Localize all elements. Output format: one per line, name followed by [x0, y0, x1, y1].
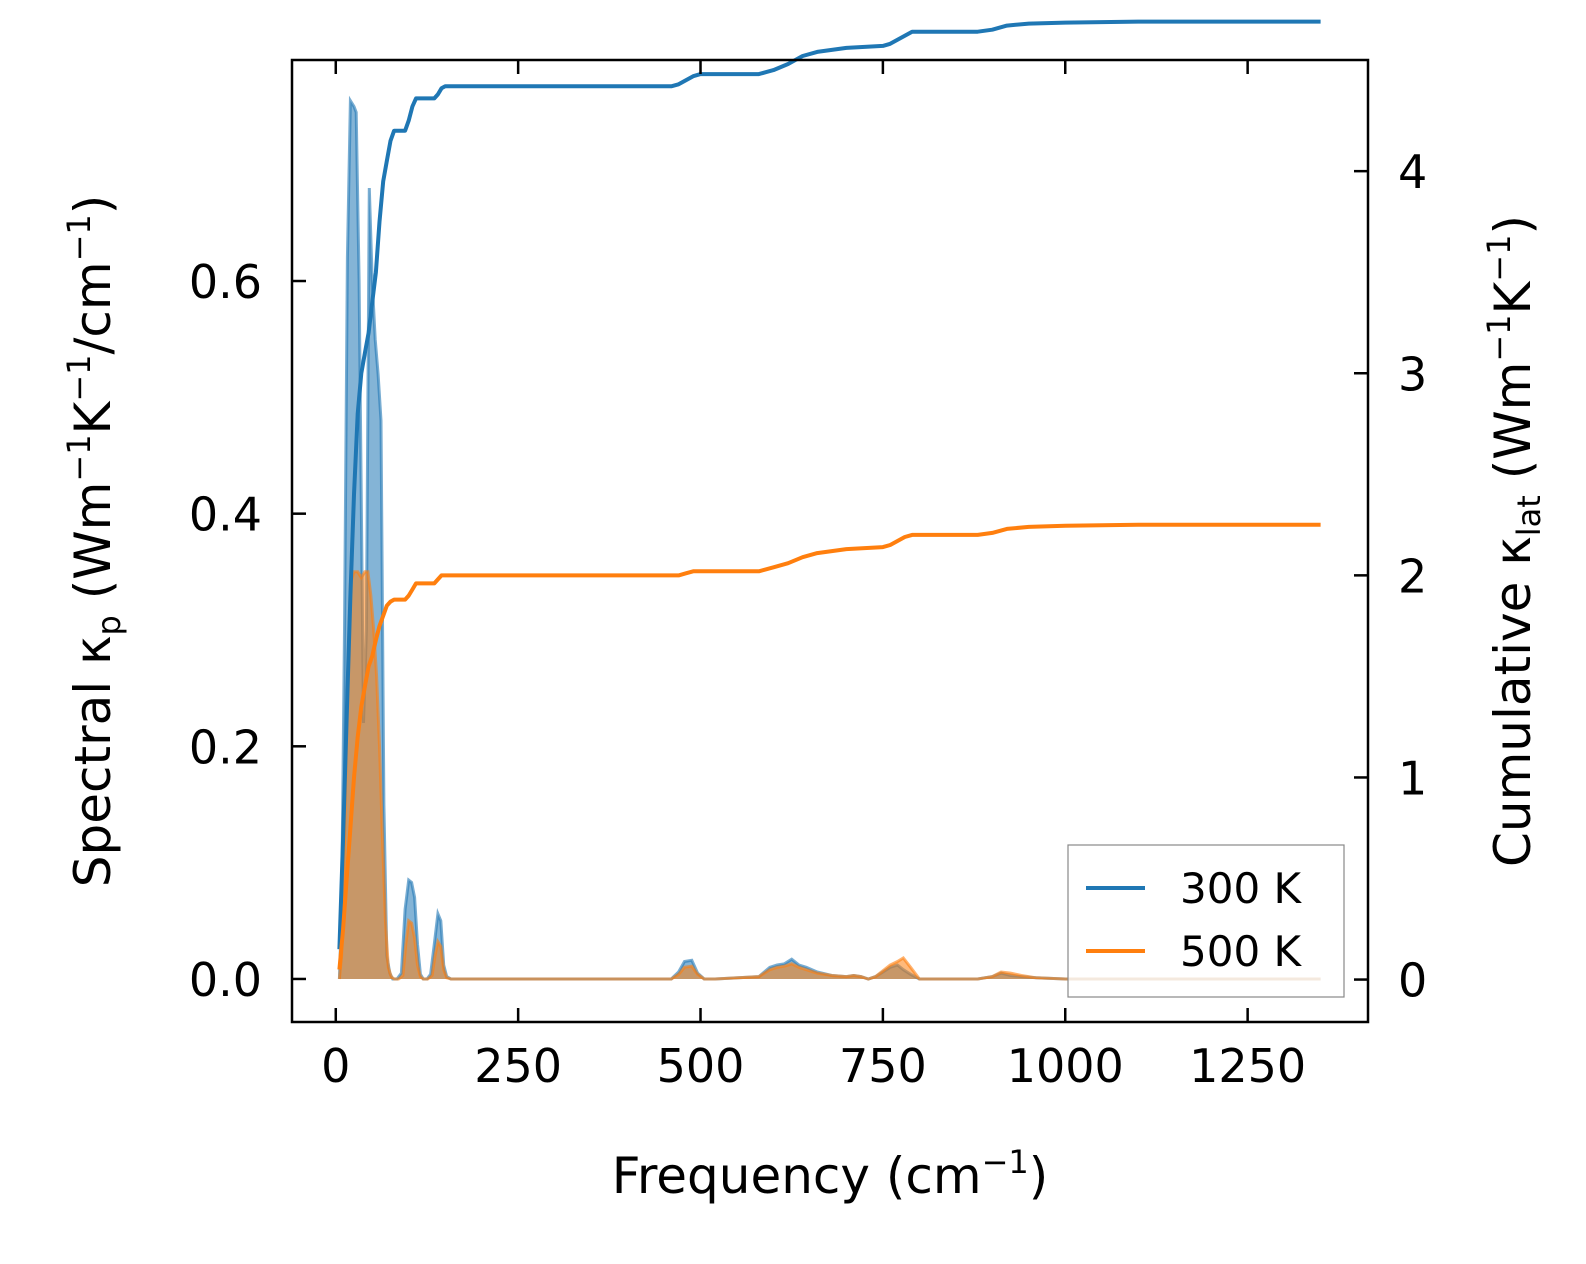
y-axis-left-label: Spectral κp (Wm−1K−1/cm−1) [60, 195, 128, 888]
y-left-tick-label: 0.0 [189, 953, 262, 1007]
y-left-tick-label: 0.2 [189, 720, 262, 774]
y-left-tick-label: 0.6 [189, 255, 262, 309]
plot-area [337, 19, 1321, 981]
y-right-tick-label: 0 [1398, 954, 1427, 1008]
x-tick-label: 1000 [1007, 1039, 1124, 1093]
legend-label-300k: 300 K [1180, 864, 1303, 913]
legend-box [1067, 844, 1345, 998]
y-right-tick-label: 4 [1398, 145, 1427, 199]
x-axis-label: Frequency (cm−1) [612, 1143, 1049, 1205]
x-axis-ticks: 0 250 500 750 1000 1250 [321, 60, 1306, 1093]
spectral-line-500k [337, 570, 1321, 981]
y-axis-right-ticks: 0 1 2 3 4 [1354, 145, 1427, 1008]
x-tick-label: 0 [321, 1039, 350, 1093]
x-tick-label: 250 [474, 1039, 562, 1093]
legend-label-500k: 500 K [1180, 927, 1303, 976]
y-right-tick-label: 3 [1398, 347, 1427, 401]
y-axis-right-label: Cumulative κlat (Wm−1K−1) [1480, 215, 1548, 867]
x-tick-label: 500 [657, 1039, 745, 1093]
y-left-tick-label: 0.4 [189, 488, 262, 542]
cumulative-line-500k [337, 522, 1321, 970]
y-right-tick-label: 1 [1398, 751, 1427, 805]
y-right-tick-label: 2 [1398, 549, 1427, 603]
y-axis-left-ticks: 0.0 0.2 0.4 0.6 [189, 255, 306, 1007]
legend: 300 K 500 K [1067, 844, 1345, 998]
cumulative-line-300k [337, 19, 1321, 950]
x-tick-label: 1250 [1189, 1039, 1306, 1093]
x-tick-label: 750 [839, 1039, 927, 1093]
axes-frame [290, 58, 1370, 1024]
